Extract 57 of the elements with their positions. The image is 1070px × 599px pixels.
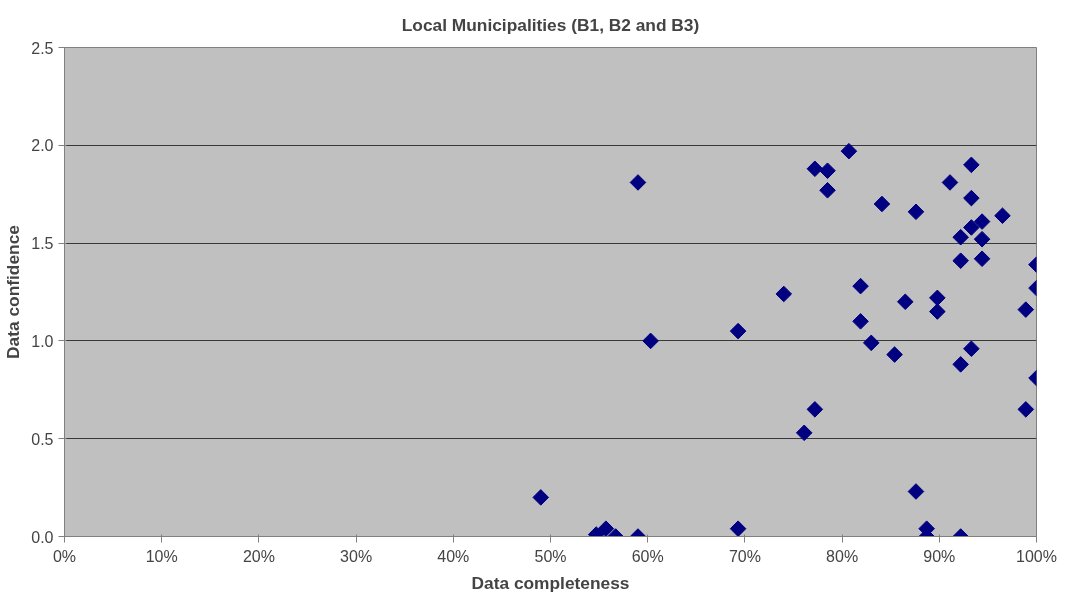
point xyxy=(963,340,980,357)
x-tick-label: 30% xyxy=(340,547,373,565)
point xyxy=(775,285,793,303)
point xyxy=(952,356,969,373)
point xyxy=(629,174,647,191)
point xyxy=(806,160,824,178)
y-axis-title: Data confidence xyxy=(3,224,24,359)
x-tick-label: 20% xyxy=(242,547,275,565)
x-tick-label: 100% xyxy=(1016,547,1057,565)
point xyxy=(862,334,880,352)
point xyxy=(907,483,925,500)
point xyxy=(952,252,969,269)
point xyxy=(729,520,747,537)
point xyxy=(795,424,813,442)
x-tick-label: 60% xyxy=(631,547,664,565)
point xyxy=(941,174,959,191)
point xyxy=(897,293,914,311)
x-tick-label: 80% xyxy=(826,547,859,565)
x-tick-label: 40% xyxy=(437,547,470,565)
point xyxy=(597,520,615,537)
chart-title: Local Municipalities (B1, B2 and B3) xyxy=(401,15,700,35)
point xyxy=(963,156,980,174)
point xyxy=(729,322,747,340)
point xyxy=(963,189,980,207)
point xyxy=(840,142,858,160)
point xyxy=(886,346,903,363)
y-tick-label: 0.5 xyxy=(31,430,54,448)
point xyxy=(819,162,836,180)
point xyxy=(907,203,925,221)
y-tick-label: 2.5 xyxy=(31,39,54,57)
x-tick-label: 70% xyxy=(728,547,761,565)
point xyxy=(642,332,659,350)
x-tick-label: 0% xyxy=(52,547,77,565)
point xyxy=(852,277,869,295)
point xyxy=(963,219,980,236)
point xyxy=(1017,401,1035,418)
y-tick-label: 1.0 xyxy=(31,332,54,350)
point xyxy=(873,195,891,213)
point xyxy=(952,228,969,246)
x-tick-label: 10% xyxy=(145,547,178,565)
x-tick-label: 50% xyxy=(534,547,567,565)
point xyxy=(929,289,946,307)
point xyxy=(929,303,946,320)
y-tick-label: 0.0 xyxy=(31,528,54,546)
y-tick-label: 2.0 xyxy=(31,137,54,155)
point xyxy=(994,207,1011,224)
x-tick-label: 90% xyxy=(923,547,956,565)
point xyxy=(852,313,869,330)
point xyxy=(1017,301,1035,318)
point xyxy=(819,182,836,199)
x-axis-title: Data completeness xyxy=(471,572,630,593)
point xyxy=(806,401,824,418)
point xyxy=(973,230,991,248)
y-tick-label: 1.5 xyxy=(31,235,54,253)
point xyxy=(532,489,550,506)
point xyxy=(973,250,991,268)
point xyxy=(973,213,991,230)
